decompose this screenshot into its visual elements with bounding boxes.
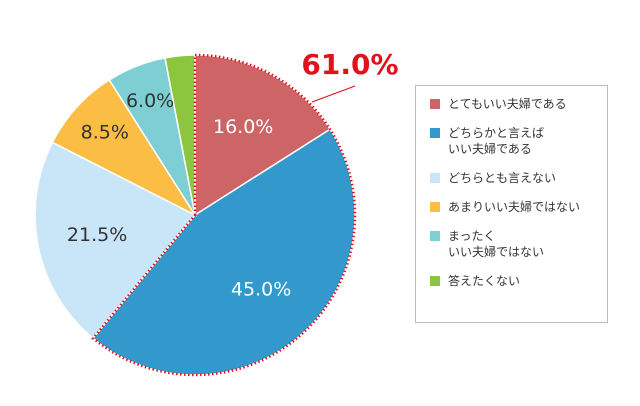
annotation: 61.0% [301, 48, 398, 81]
legend-swatch [430, 99, 440, 109]
annotation-line [311, 85, 356, 103]
legend-label: あまりいい夫婦ではない [448, 200, 581, 214]
legend-label: 答えたくない [448, 274, 521, 288]
legend-item: あまりいい夫婦ではない [430, 199, 607, 215]
pie-slice [51, 78, 198, 217]
legend-swatch [430, 202, 440, 212]
value-label: 16.0% [213, 116, 273, 138]
legend-swatch [430, 276, 440, 286]
pie-slice [34, 141, 197, 340]
legend-swatch [430, 173, 440, 183]
pie-slice [91, 128, 356, 376]
highlight-outline [91, 53, 357, 377]
value-label: 45.0% [231, 279, 291, 301]
value-label: 21.5% [67, 224, 127, 246]
legend-label: まったく いい夫婦ではない [448, 229, 545, 259]
value-label: 3.0% [154, 26, 202, 48]
legend-item: どちらかと言えば いい夫婦である [430, 125, 607, 157]
legend-swatch [430, 231, 440, 241]
legend-item: とてもいい夫婦である [430, 96, 607, 112]
legend-swatch [430, 128, 440, 138]
legend-item: 答えたくない [430, 273, 607, 289]
value-label: 6.0% [126, 90, 174, 112]
legend-label: とてもいい夫婦である [448, 97, 567, 111]
legend: とてもいい夫婦であるどちらかと言えば いい夫婦であるどちらとも言えないあまりいい… [415, 85, 608, 323]
legend-item: どちらとも言えない [430, 170, 607, 186]
legend-item: まったく いい夫婦ではない [430, 228, 607, 260]
legend-label: どちらとも言えない [448, 171, 557, 185]
value-label: 8.5% [81, 121, 129, 143]
pie-slice [164, 54, 196, 216]
legend-label: どちらかと言えば いい夫婦である [448, 126, 545, 156]
